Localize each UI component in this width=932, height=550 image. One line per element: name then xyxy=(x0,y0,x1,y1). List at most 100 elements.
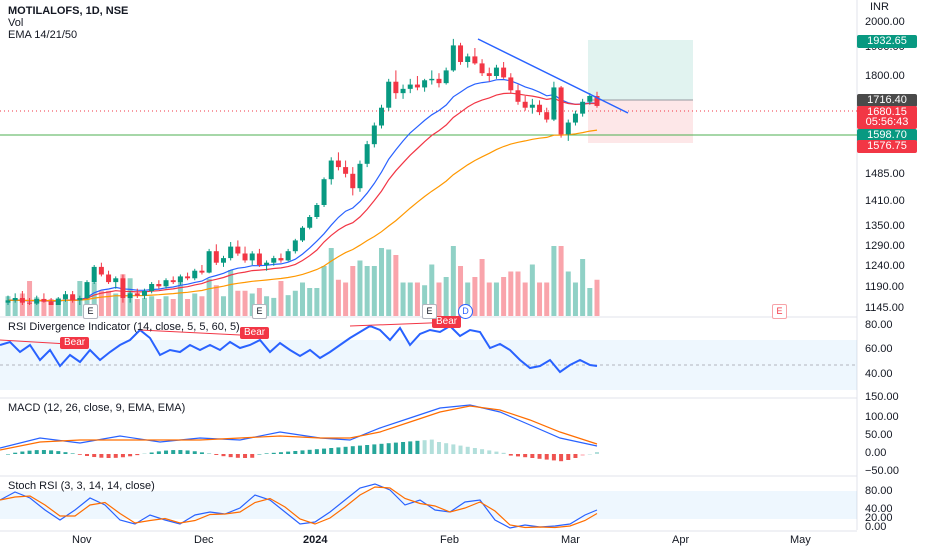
candle-body xyxy=(486,73,492,76)
macd-histogram-bar xyxy=(329,448,334,454)
macd-histogram-bar xyxy=(573,454,578,458)
price-tag[interactable]: 1680.15 xyxy=(857,106,917,119)
macd-histogram-bar xyxy=(544,454,549,460)
macd-histogram-bar xyxy=(192,451,197,454)
time-axis-label: May xyxy=(790,534,811,546)
candle-body xyxy=(19,298,25,303)
volume-bar xyxy=(343,282,349,316)
volume-bar xyxy=(414,282,420,316)
volume-bar xyxy=(192,293,198,316)
candle-body xyxy=(357,163,363,189)
macd-histogram-bar xyxy=(34,450,39,454)
macd-histogram-bar xyxy=(494,451,499,454)
ema-50-line xyxy=(7,129,598,302)
candle-body xyxy=(450,45,456,71)
currency-label[interactable]: INR xyxy=(870,1,889,13)
macd-histogram-bar xyxy=(508,454,513,456)
price-tag[interactable]: 1576.75 xyxy=(857,140,917,153)
candle-body xyxy=(192,270,198,279)
legend-ema[interactable]: EMA 14/21/50 xyxy=(8,29,78,41)
volume-bar xyxy=(220,296,226,316)
macd-histogram-bar xyxy=(70,453,75,454)
volume-bar xyxy=(170,299,176,316)
volume-bar xyxy=(321,266,327,316)
earnings-marker[interactable]: E xyxy=(772,304,787,319)
volume-bar xyxy=(242,290,248,316)
candle-body xyxy=(400,88,406,94)
volume-bar xyxy=(393,255,399,316)
volume-bar xyxy=(544,282,550,316)
macd-histogram-bar xyxy=(336,447,341,454)
volume-bar xyxy=(314,288,320,316)
volume-bar xyxy=(357,260,363,316)
candle-body xyxy=(529,104,535,108)
candle-body xyxy=(465,56,471,62)
candle-body xyxy=(350,173,356,189)
candle-body xyxy=(364,144,370,164)
legend-symbol[interactable]: MOTILALOFS, 1D, NSE xyxy=(8,5,129,17)
macd-histogram-bar xyxy=(199,452,204,454)
volume-bar xyxy=(271,297,277,316)
volume-bar xyxy=(12,299,18,316)
volume-bar xyxy=(350,266,356,316)
candle-body xyxy=(12,298,18,301)
volume-bar xyxy=(594,279,600,316)
price-tag[interactable]: 1598.70 xyxy=(857,129,917,142)
macd-histogram-bar xyxy=(480,449,485,454)
macd-histogram-bar xyxy=(350,446,355,454)
macd-histogram-bar xyxy=(221,454,226,457)
legend-volume[interactable]: Vol xyxy=(8,17,24,29)
candle-body xyxy=(580,101,586,114)
candle-body xyxy=(98,266,104,275)
earnings-marker[interactable]: E xyxy=(422,304,437,319)
time-axis-label: Mar xyxy=(561,534,580,546)
macd-histogram-bar xyxy=(408,441,413,454)
earnings-marker[interactable]: E xyxy=(83,304,98,319)
macd-histogram-bar xyxy=(379,443,384,454)
volume-bar xyxy=(113,293,119,316)
price-axis-label: 1350.00 xyxy=(865,220,905,232)
time-axis-label: Apr xyxy=(672,534,690,546)
price-tag[interactable]: 1716.40 xyxy=(857,94,917,107)
macd-pane-title[interactable]: MACD (12, 26, close, 9, EMA, EMA) xyxy=(8,402,186,414)
candle-body xyxy=(551,87,557,120)
volume-bar xyxy=(55,297,61,316)
volume-bar xyxy=(213,285,219,316)
candle-body xyxy=(544,112,550,120)
volume-bar xyxy=(300,282,305,316)
candle-body xyxy=(386,81,392,108)
macd-axis-label: 150.00 xyxy=(865,391,899,403)
stoch-pane-title[interactable]: Stoch RSI (3, 3, 14, 14, close) xyxy=(8,480,155,492)
macd-histogram-bar xyxy=(128,454,133,457)
volume-bar xyxy=(156,299,162,316)
candle-body xyxy=(213,251,219,263)
macd-histogram-bar xyxy=(307,449,312,454)
earnings-marker[interactable]: E xyxy=(252,304,267,319)
candle-body xyxy=(134,293,140,296)
price-axis-label: 1240.00 xyxy=(865,260,905,272)
volume-bar xyxy=(407,282,413,316)
volume-bar xyxy=(185,299,191,316)
candle-body xyxy=(48,301,54,305)
macd-histogram-bar xyxy=(13,452,18,454)
macd-histogram-bar xyxy=(171,450,176,454)
price-tag[interactable]: 05:56:43 xyxy=(857,116,917,129)
macd-histogram-bar xyxy=(264,453,269,454)
rsi-pane-title[interactable]: RSI Divergence Indicator (14, close, 5, … xyxy=(8,321,240,333)
macd-histogram-bar xyxy=(41,450,46,454)
volume-bar xyxy=(235,290,241,316)
candle-body xyxy=(371,125,377,145)
candle-body xyxy=(77,298,83,301)
macd-histogram-bar xyxy=(401,442,406,454)
volume-bar xyxy=(206,278,212,316)
candle-body xyxy=(235,246,241,254)
candle-body xyxy=(55,298,61,305)
volume-bar xyxy=(486,282,492,316)
macd-histogram-bar xyxy=(436,442,441,454)
dividend-marker[interactable]: D xyxy=(458,304,473,319)
macd-histogram-bar xyxy=(322,448,327,454)
macd-histogram-bar xyxy=(214,454,219,455)
price-tag[interactable]: 1932.65 xyxy=(857,35,917,48)
candle-body xyxy=(422,80,428,88)
